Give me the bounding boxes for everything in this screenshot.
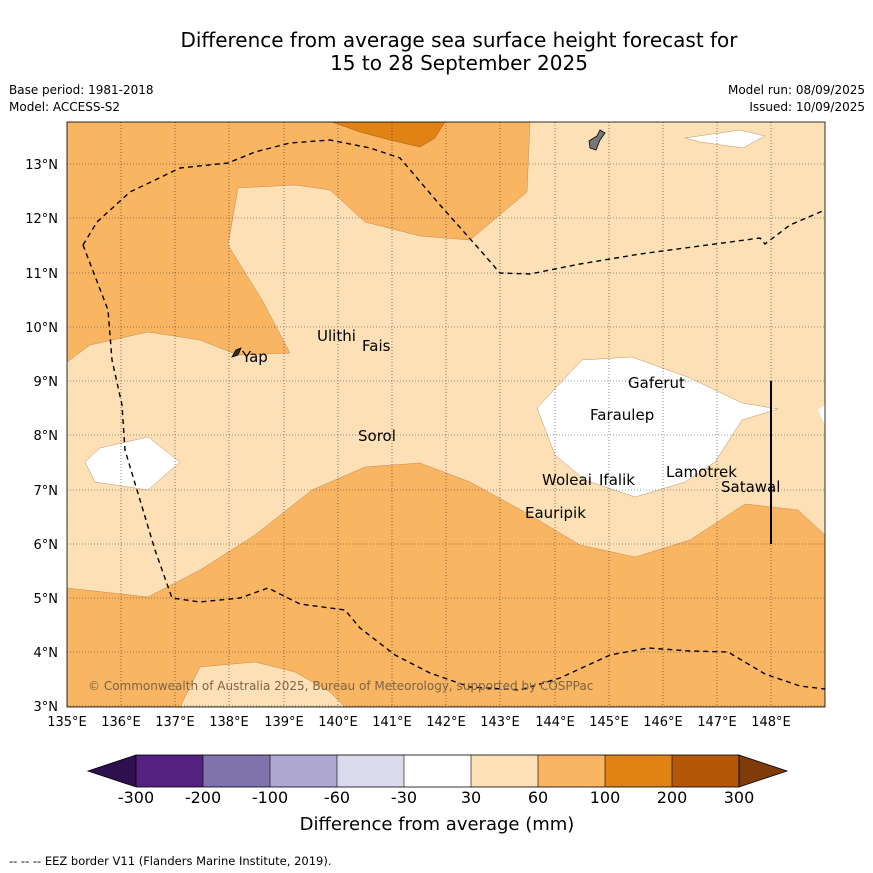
- lon-label: 139°E: [264, 715, 304, 730]
- eez-border-south: [82, 244, 825, 691]
- guam-island-shape: [588, 129, 606, 151]
- field-neutral-east: [536, 356, 779, 498]
- model-run: Model run: 08/09/2025: [727, 83, 865, 97]
- colorbar-tick: -100: [252, 788, 288, 807]
- base-period: Base period: 1981-2018: [9, 83, 154, 97]
- lat-label: 7°N: [34, 484, 59, 499]
- colorbar-swatch: [136, 755, 203, 787]
- colorbar-swatch: [672, 755, 739, 787]
- colorbar-tick: 30: [461, 788, 481, 807]
- colorbar-tick: 60: [528, 788, 548, 807]
- field-neutral-west: [84, 436, 181, 491]
- title-line-1: Difference from average sea surface heig…: [180, 28, 738, 52]
- lon-label: 146°E: [643, 715, 683, 730]
- lat-label: 10°N: [25, 321, 58, 336]
- colorbar-frame: [135, 754, 740, 788]
- lat-label: 8°N: [34, 429, 59, 444]
- place-label: Ifalik: [599, 471, 635, 489]
- lon-label: 148°E: [751, 715, 791, 730]
- lon-label: 142°E: [426, 715, 466, 730]
- issued-date: Issued: 10/09/2025: [749, 100, 865, 114]
- place-label: Ulithi: [317, 327, 356, 345]
- colorbar-tick: 100: [590, 788, 621, 807]
- lon-label: 135°E: [47, 715, 87, 730]
- colorbar-tick: 200: [657, 788, 688, 807]
- colorbar-extend-high: [738, 754, 789, 788]
- field-60-100-north: [67, 122, 531, 363]
- lon-label: 138°E: [209, 715, 249, 730]
- lon-label: 143°E: [480, 715, 520, 730]
- map-frame: [66, 121, 826, 708]
- colorbar-tick: -30: [391, 788, 417, 807]
- colorbar-swatch: [605, 755, 672, 787]
- model-name: Model: ACCESS-S2: [9, 100, 121, 114]
- place-label: Lamotrek: [666, 463, 737, 481]
- field-neutral-edge: [818, 405, 825, 425]
- lat-label: 12°N: [25, 212, 58, 227]
- place-label: Fais: [362, 337, 391, 355]
- lon-label: 137°E: [155, 715, 195, 730]
- place-label: Faraulep: [590, 406, 654, 424]
- lon-label: 145°E: [589, 715, 629, 730]
- copyright-notice: © Commonwealth of Australia 2025, Bureau…: [88, 679, 593, 693]
- lat-label: 11°N: [25, 267, 58, 282]
- field-neutral-north: [684, 129, 766, 149]
- colorbar-swatch: [203, 755, 270, 787]
- colorbar-extend-low: [86, 754, 137, 788]
- colorbar-tick: 300: [724, 788, 755, 807]
- eez-border-north: [82, 139, 825, 275]
- place-label: Gaferut: [628, 374, 685, 392]
- lat-label: 6°N: [34, 538, 59, 553]
- yap-island-shape: [231, 347, 242, 358]
- colorbar-swatch: [404, 755, 471, 787]
- field-30-60-south-patch: [179, 661, 346, 707]
- map-field: Ulithi Fais Yap Sorol Gaferut Faraulep W…: [67, 122, 825, 707]
- colorbar: -300 -200 -100 -60 -30 30 60 100 200 300…: [86, 754, 789, 835]
- lat-label: 4°N: [34, 646, 59, 661]
- place-label: Woleai: [542, 471, 592, 489]
- lon-label: 141°E: [372, 715, 412, 730]
- lat-label: 3°N: [34, 700, 59, 715]
- field-100-200: [331, 122, 446, 148]
- lat-label: 5°N: [34, 592, 59, 607]
- lat-label: 9°N: [34, 375, 59, 390]
- place-label: Satawal: [721, 478, 780, 496]
- place-label: Yap: [241, 348, 268, 366]
- place-label: Eauripik: [525, 504, 586, 522]
- colorbar-tick: -200: [185, 788, 221, 807]
- lon-label: 147°E: [697, 715, 737, 730]
- colorbar-label: Difference from average (mm): [300, 814, 575, 835]
- lon-label: 140°E: [318, 715, 358, 730]
- colorbar-swatch: [471, 755, 538, 787]
- colorbar-swatch: [337, 755, 404, 787]
- title-line-2: 15 to 28 September 2025: [330, 51, 588, 75]
- lat-label: 13°N: [25, 158, 58, 173]
- lon-label: 144°E: [535, 715, 575, 730]
- colorbar-tick: -300: [118, 788, 154, 807]
- colorbar-swatch: [270, 755, 337, 787]
- gridlines: [67, 122, 825, 707]
- colorbar-swatch: [538, 755, 605, 787]
- eez-legend-note: -- -- -- EEZ border V11 (Flanders Marine…: [9, 854, 332, 868]
- place-label: Sorol: [358, 427, 396, 445]
- lon-label: 136°E: [101, 715, 141, 730]
- colorbar-tick: -60: [324, 788, 350, 807]
